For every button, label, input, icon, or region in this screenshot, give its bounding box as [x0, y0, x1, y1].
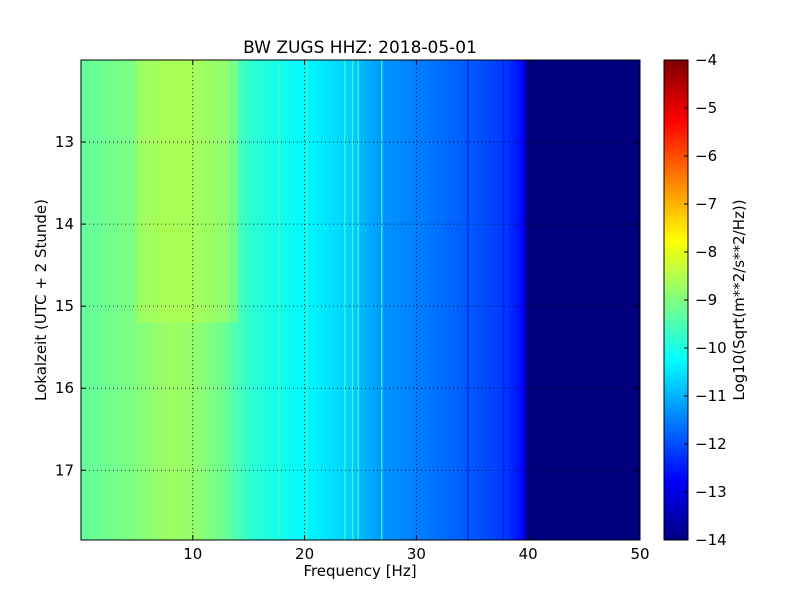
- y-tick-label: 14: [55, 215, 74, 233]
- spectrogram-background: [81, 60, 640, 540]
- colorbar-tick-label: −10: [695, 339, 727, 357]
- colorbar-tick-label: −6: [695, 147, 717, 165]
- active-time-band: [136, 60, 238, 323]
- colorbar-tick-label: −9: [695, 291, 717, 309]
- x-tick-label: 20: [295, 545, 314, 563]
- colorbar: −4 −5 −6 −7 −8 −9 −10 −11 −12 −13 −14 Log10(Sqrt(m…: [663, 51, 748, 549]
- x-tick-label: 50: [630, 545, 649, 563]
- y-tick-label: 17: [55, 461, 74, 479]
- colorbar-tick-label: −11: [695, 387, 727, 405]
- colorbar-tick-label: −8: [695, 243, 717, 261]
- plot-area: [81, 60, 640, 540]
- y-tick-label: 13: [55, 133, 74, 151]
- x-axis-label: Frequency [Hz]: [303, 562, 416, 580]
- chart-title: BW ZUGS HHZ: 2018-05-01: [243, 38, 477, 58]
- y-tick-label: 15: [55, 297, 74, 315]
- active-band-low-freq: [136, 60, 238, 323]
- plot-frame: [80, 59, 641, 541]
- x-axis-ticks: 10 20 30 40 50: [183, 60, 650, 563]
- y-axis-label: Lokalzeit (UTC + 2 Stunde): [32, 199, 50, 401]
- colorbar-tick-label: −4: [695, 51, 717, 69]
- grid-lines: [81, 60, 640, 540]
- x-tick-label: 10: [183, 545, 202, 563]
- colorbar-label: Log10(Sqrt(m**2/s**2/Hz)): [730, 199, 748, 400]
- colorbar-tick-label: −14: [695, 531, 727, 549]
- colorbar-tick-label: −7: [695, 195, 717, 213]
- y-tick-label: 16: [55, 379, 74, 397]
- y-axis-ticks: 13 14 15 16 17: [55, 133, 640, 479]
- colorbar-tick-label: −5: [695, 99, 717, 117]
- colorbar-tick-label: −13: [695, 483, 727, 501]
- colorbar-ticks: −4 −5 −6 −7 −8 −9 −10 −11 −12 −13 −14: [684, 51, 727, 549]
- spectral-lines: [231, 60, 518, 540]
- x-tick-label: 40: [519, 545, 538, 563]
- x-tick-label: 30: [407, 545, 426, 563]
- colorbar-tick-label: −12: [695, 435, 727, 453]
